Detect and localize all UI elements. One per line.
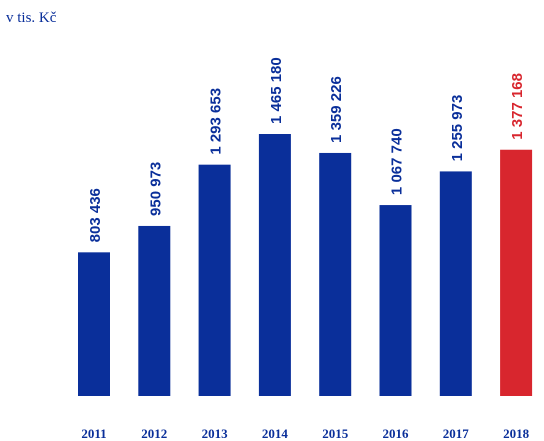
bar <box>319 152 352 396</box>
bar <box>138 225 171 396</box>
bar <box>198 164 231 396</box>
value-label: 803 436 <box>87 188 104 242</box>
x-tick-label: 2012 <box>141 426 167 441</box>
bar <box>258 134 291 396</box>
bar <box>500 149 533 396</box>
value-label: 950 973 <box>147 162 164 216</box>
x-tick-label: 2013 <box>202 426 229 441</box>
x-tick-label: 2011 <box>81 426 106 441</box>
x-tick-label: 2014 <box>262 426 289 441</box>
value-label: 1 377 168 <box>509 73 526 140</box>
value-label: 1 255 973 <box>449 95 466 162</box>
bar <box>78 252 110 396</box>
value-label: 1 359 226 <box>328 76 345 143</box>
value-label: 1 067 740 <box>389 128 406 195</box>
bar <box>439 171 472 396</box>
bar <box>379 205 412 396</box>
x-tick-label: 2018 <box>503 426 530 441</box>
value-label: 1 465 180 <box>268 57 285 124</box>
x-tick-label: 2017 <box>443 426 470 441</box>
x-tick-label: 2015 <box>322 426 349 441</box>
x-tick-label: 2016 <box>383 426 410 441</box>
chart-title: v tis. Kč <box>6 10 57 26</box>
value-label: 1 293 653 <box>208 88 225 155</box>
